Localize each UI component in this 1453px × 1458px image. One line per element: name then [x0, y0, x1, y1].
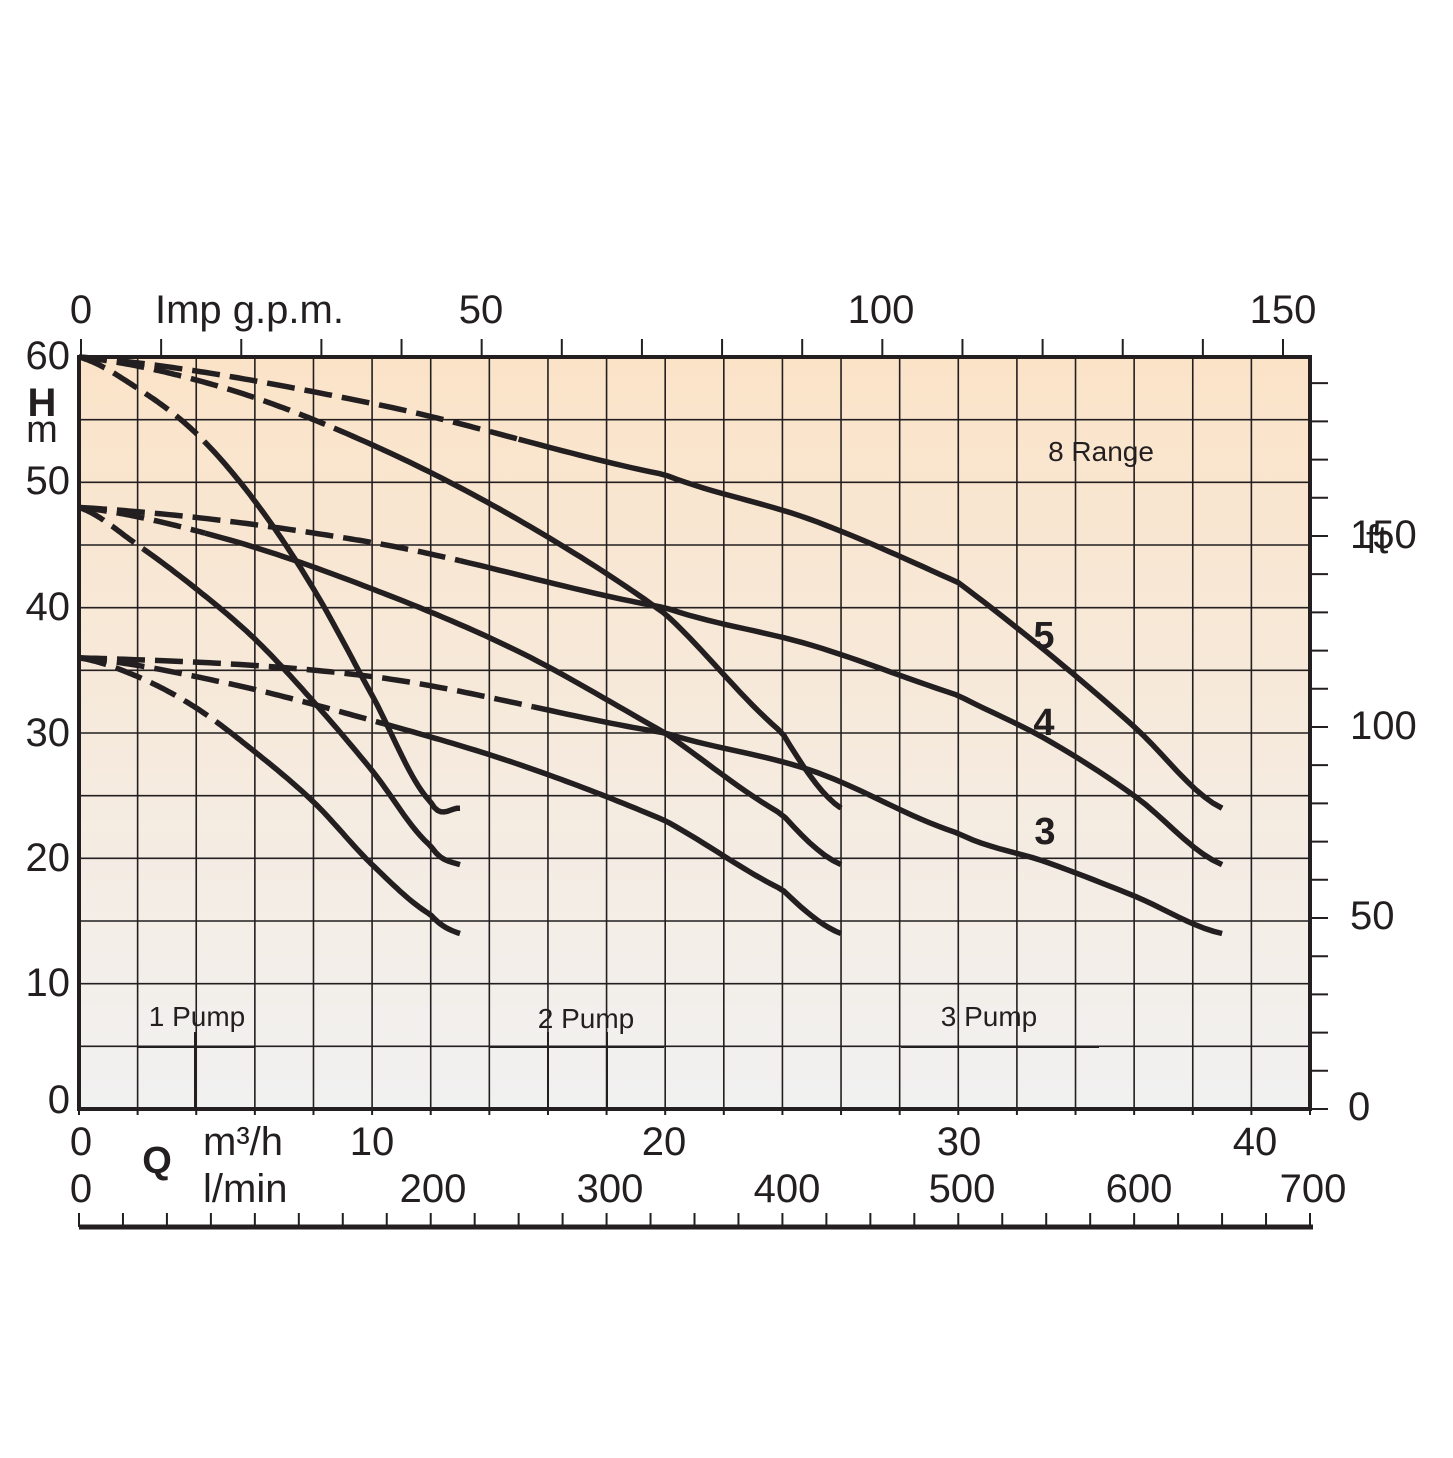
bottom-tick-lmin-500: 500: [929, 1167, 996, 1211]
right-tick-label-50: 50: [1350, 894, 1395, 938]
bottom-q-label: Q: [142, 1140, 172, 1182]
right-tick-label-100: 100: [1350, 704, 1417, 748]
bottom-tick-m3h-40: 40: [1233, 1120, 1278, 1164]
top-tick-label-0: 0: [70, 288, 92, 332]
left-tick-label-10: 10: [26, 961, 71, 1005]
series-4-pump-3-solid: [459, 558, 1224, 868]
bottom-tick-lmin-600: 600: [1106, 1167, 1173, 1211]
bottom-tick-lmin-300: 300: [577, 1167, 644, 1211]
range-label: 8 Range: [1048, 436, 1154, 467]
right-axis-unit-ft: ft: [1366, 518, 1388, 562]
series-3-pump-2-solid: [383, 721, 843, 937]
pump-label-2: 2 Pump: [538, 1003, 635, 1034]
right-tick-label-0: 0: [1348, 1085, 1370, 1129]
bottom-unit-lmin: l/min: [203, 1167, 287, 1211]
left-axis-unit-m: m: [26, 409, 58, 451]
axis-ticks: [78, 339, 1328, 1227]
left-axis-title-h: H: [28, 381, 57, 425]
series-3-pump-1-dashed: [78, 655, 234, 736]
series-5-pump-3-solid: [517, 436, 1224, 811]
bottom-unit-m3h: m³/h: [203, 1120, 283, 1164]
bottom-tick-lmin-400: 400: [754, 1167, 821, 1211]
left-tick-label-20: 20: [26, 836, 71, 880]
series-4-pump-1-solid: [141, 546, 461, 868]
plot-frame: [77, 355, 1312, 1111]
series-5-pump-1-dashed: [78, 354, 208, 445]
right-tick-label-150: 150: [1350, 513, 1417, 557]
top-tick-label-50: 50: [459, 288, 504, 332]
left-tick-label-30: 30: [26, 711, 71, 755]
bottom-tick-m3h-20: 20: [642, 1120, 687, 1164]
top-axis-unit-label: Imp g.p.m.: [155, 288, 344, 332]
bottom-tick-m3h-30: 30: [937, 1120, 982, 1164]
series-3-pump-3-dashed: [78, 655, 534, 710]
bottom-tick-lmin-200: 200: [400, 1167, 467, 1211]
bottom-tick-lmin-700: 700: [1280, 1167, 1347, 1211]
series-3-pump-1-solid: [229, 731, 461, 937]
series-3-pump-2-dashed: [78, 655, 385, 727]
series-4-pump-2-solid: [204, 530, 843, 868]
top-tick-label-150: 150: [1250, 288, 1317, 332]
left-tick-label-50: 50: [26, 459, 71, 503]
left-tick-label-60: 60: [26, 334, 71, 378]
left-tick-label-40: 40: [26, 585, 71, 629]
curves: [78, 354, 1224, 937]
pump-label-1: 1 Pump: [149, 1001, 246, 1032]
bottom-tick-m3h-10: 10: [350, 1120, 395, 1164]
bottom-tick-lmin-0: 0: [70, 1167, 92, 1211]
series-4-pump-3-dashed: [78, 504, 461, 564]
top-tick-label-100: 100: [848, 288, 915, 332]
curve-label-5: 5: [1033, 615, 1054, 657]
series-3-pump-3-solid: [532, 704, 1223, 937]
pump-label-3: 3 Pump: [941, 1001, 1038, 1032]
series-4-pump-1-dashed: [78, 504, 146, 552]
curve-label-4: 4: [1033, 702, 1054, 744]
curve-label-3: 3: [1034, 811, 1055, 853]
bottom-tick-m3h-0: 0: [70, 1120, 92, 1164]
left-tick-label-0: 0: [48, 1078, 70, 1122]
series-5-pump-2-solid: [332, 425, 843, 811]
series-5-pump-1-solid: [203, 440, 461, 815]
